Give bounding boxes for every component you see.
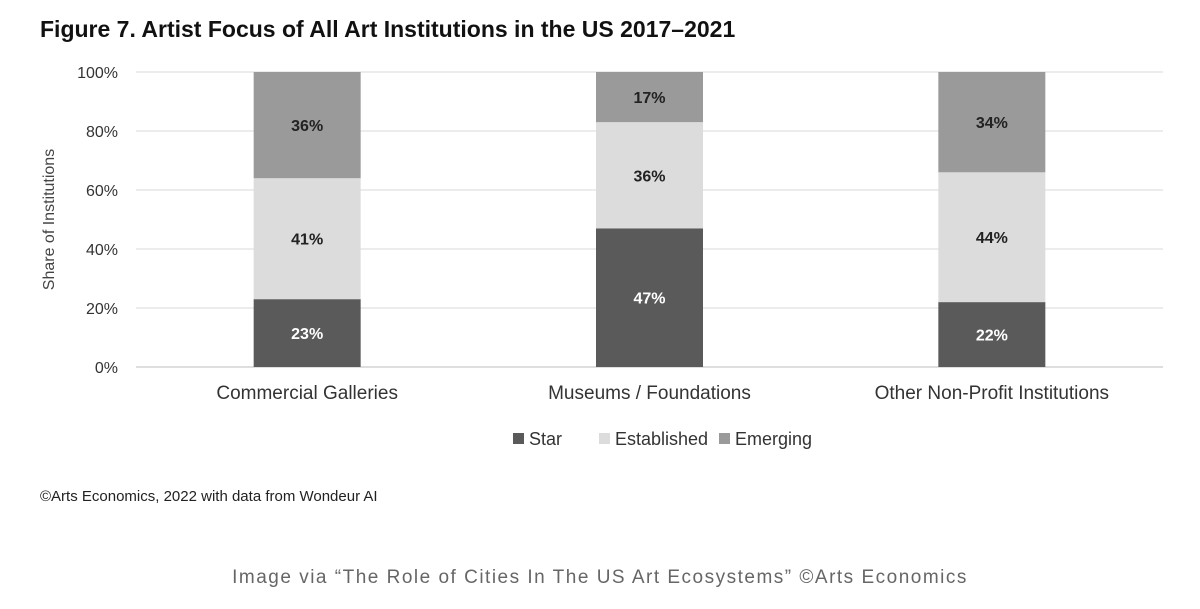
bar-segment-star (938, 302, 1046, 367)
x-tick-label: Museums / Foundations (548, 383, 751, 404)
legend-swatch-star (513, 433, 524, 444)
data-label: 47% (633, 291, 665, 308)
bar-segment-established (253, 178, 361, 300)
y-axis-label: Share of Institutions (41, 149, 58, 290)
y-tick-label: 60% (86, 183, 118, 200)
chart-title: Figure 7. Artist Focus of All Art Instit… (40, 16, 736, 42)
legend-label: Star (529, 429, 562, 449)
legend-label: Established (615, 429, 708, 449)
y-tick-label: 100% (77, 65, 118, 82)
source-note: ©Arts Economics, 2022 with data from Won… (40, 488, 378, 505)
bar-segment-emerging (596, 72, 703, 123)
bar-segment-established (938, 172, 1046, 303)
data-label: 41% (291, 232, 323, 249)
data-label: 36% (633, 168, 665, 185)
bar-segment-emerging (938, 72, 1046, 173)
stacked-bar-chart: 0% 20% 40% 60% 80% 100% Share of Institutions 2… (41, 65, 1163, 449)
legend-label: Emerging (735, 429, 812, 449)
data-label: 23% (291, 326, 323, 343)
y-tick-label: 0% (95, 360, 118, 377)
data-label: 17% (633, 90, 665, 107)
legend-swatch-established (599, 433, 610, 444)
data-label: 36% (291, 118, 323, 135)
bar-segment-established (596, 122, 703, 229)
y-tick-label: 80% (86, 124, 118, 141)
x-tick-label: Commercial Galleries (216, 383, 398, 404)
image-caption: Image via “The Role of Cities In The US … (232, 567, 968, 588)
legend-swatch-emerging (719, 433, 730, 444)
y-tick-label: 20% (86, 301, 118, 318)
x-tick-label: Other Non-Profit Institutions (875, 383, 1109, 404)
bar-segment-emerging (253, 72, 361, 179)
data-label: 34% (976, 115, 1008, 132)
data-label: 44% (976, 230, 1008, 247)
y-tick-label: 40% (86, 242, 118, 259)
data-label: 22% (976, 328, 1008, 345)
bar-segment-star (596, 228, 703, 367)
bar-segment-star (253, 299, 361, 367)
